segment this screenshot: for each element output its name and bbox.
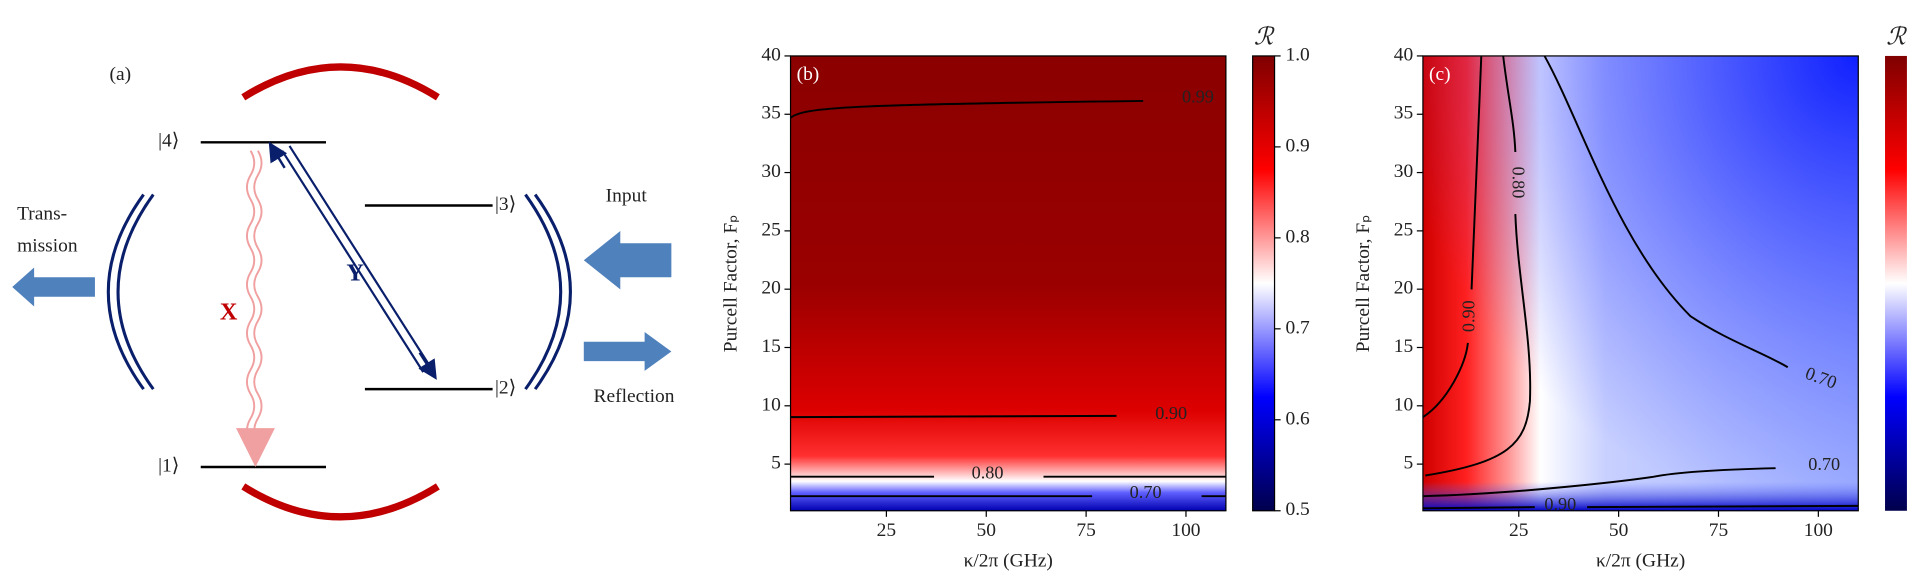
colorbar-tick-label: 0.8 (1285, 226, 1309, 247)
y-tick-label: 25 (761, 219, 780, 240)
mirror (241, 63, 440, 101)
contour-label: 0.90 (1155, 403, 1187, 423)
transmission-arrow (12, 267, 95, 307)
state-label: |1⟩ (158, 455, 179, 476)
colorbar-tick-label: 0.6 (1285, 408, 1310, 429)
reflection-label: Reflection (594, 386, 675, 407)
contour (789, 99, 1144, 119)
transition-y (281, 145, 432, 373)
y-tick-label: 5 (771, 453, 781, 474)
y-axis-label: Purcell Factor, Fₚ (721, 215, 742, 353)
x-axis-label: κ/2π (GHz) (964, 550, 1053, 571)
x-axis-label: κ/2π (GHz) (1596, 550, 1685, 571)
panel-label: (a) (110, 64, 132, 85)
contour (1422, 55, 1483, 418)
contour-label: 0.80 (972, 462, 1004, 482)
y-tick-label: 20 (761, 278, 780, 299)
heatmap (1422, 55, 1859, 511)
mirror (241, 483, 440, 521)
label-x: X (220, 298, 238, 325)
x-tick-label: 50 (977, 520, 996, 541)
contour-label: 0.90 (1544, 494, 1576, 514)
state-label: |4⟩ (158, 131, 179, 152)
y-tick-label: 30 (1394, 161, 1413, 182)
input-arrow (583, 231, 672, 290)
y-axis-label: Purcell Factor, Fₚ (1353, 215, 1374, 353)
colorbar-tick-label: 1.0 (1285, 44, 1309, 65)
colorbar-label: ℛ (1254, 23, 1275, 50)
y-tick-label: 10 (761, 394, 780, 415)
arrow (268, 141, 288, 169)
transmission-label: Trans- (17, 204, 67, 225)
y-tick-label: 15 (761, 336, 780, 357)
colorbar (1885, 55, 1907, 511)
arrow (418, 352, 437, 380)
contour (790, 414, 1117, 419)
state-label: |2⟩ (495, 378, 516, 399)
mirror (106, 193, 155, 391)
contour-label: 0.80 (1508, 166, 1528, 198)
x-tick-label: 75 (1076, 520, 1095, 541)
transition-x (245, 150, 263, 444)
contour (1422, 504, 1859, 510)
colorbar-tick-label: 0.9 (1285, 135, 1309, 156)
contour (1543, 55, 1789, 369)
contour-label: 0.70 (1808, 454, 1840, 474)
panel-label: (b) (797, 64, 820, 85)
y-tick-label: 40 (1394, 44, 1413, 65)
y-tick-label: 5 (1403, 453, 1413, 474)
mirror (524, 193, 572, 391)
contour (1422, 467, 1776, 498)
y-tick-label: 35 (1394, 103, 1413, 124)
x-tick-label: 100 (1804, 520, 1833, 541)
plot-frame (1422, 55, 1859, 512)
colorbar (1252, 55, 1275, 511)
contour-label: 0.70 (1130, 482, 1162, 502)
panel-label: (c) (1429, 64, 1451, 85)
y-tick-label: 20 (1394, 278, 1413, 299)
x-tick-label: 100 (1171, 520, 1200, 541)
contour-label: 0.99 (1182, 87, 1214, 107)
y-tick-label: 25 (1394, 219, 1413, 240)
state-label: |3⟩ (495, 194, 516, 215)
heatmap (790, 55, 1226, 511)
colorbar-tick-label: 0.5 (1285, 499, 1309, 520)
y-tick-label: 15 (1394, 336, 1413, 357)
colorbar-tick-label: 0.7 (1285, 317, 1310, 338)
label-y: Y (346, 259, 364, 286)
y-tick-label: 40 (761, 44, 780, 65)
reflection-arrow (583, 331, 672, 371)
y-tick-label: 10 (1394, 394, 1413, 415)
transmission-label: mission (17, 235, 78, 256)
y-tick-label: 35 (761, 103, 780, 124)
x-tick-label: 75 (1709, 520, 1728, 541)
panel-a: (a) |4⟩ |3⟩ |2⟩ |1⟩ X Y Trans- mission I… (12, 63, 675, 521)
plot-frame (789, 55, 1227, 512)
y-tick-label: 30 (761, 161, 780, 182)
contour (1425, 55, 1532, 477)
contour-label: 0.90 (1459, 300, 1479, 332)
x-tick-label: 25 (1509, 520, 1528, 541)
x-tick-label: 25 (877, 520, 896, 541)
colorbar-label: ℛ (1886, 23, 1907, 50)
colorbar-frame (1252, 55, 1276, 512)
x-tick-label: 50 (1609, 520, 1628, 541)
input-label: Input (606, 185, 648, 206)
